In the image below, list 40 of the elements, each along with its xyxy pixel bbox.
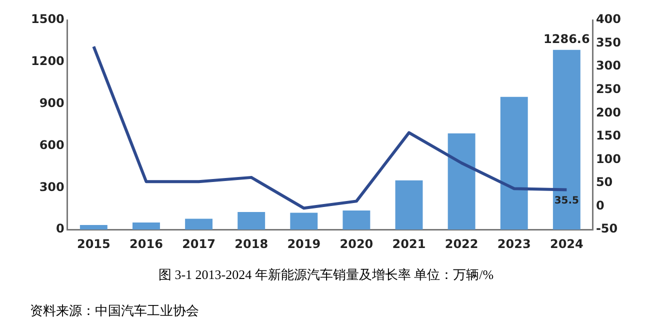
x-tick-label: 2022 [444, 236, 478, 251]
data-label: 1286.6 [544, 32, 590, 46]
y-tick-label: 300 [39, 180, 64, 194]
x-tick-label: 2019 [287, 236, 321, 251]
y2-tick-label: 50 [596, 175, 613, 190]
y2-tick-label: 400 [596, 12, 622, 26]
y2-tick-label: 350 [596, 35, 622, 50]
y2-tick-label: 250 [596, 82, 622, 96]
x-tick-label: 2023 [497, 236, 531, 251]
bar [342, 210, 370, 230]
bar [185, 218, 213, 230]
y2-tick-label: -50 [596, 222, 618, 236]
bar [238, 212, 266, 230]
y2-tick-label: 300 [596, 58, 622, 73]
y2-tick-label: 0 [596, 198, 604, 212]
x-tick-label: 2016 [130, 236, 163, 251]
bar [395, 180, 423, 230]
y-tick-label: 0 [56, 222, 64, 236]
y-tick-label: 600 [39, 138, 64, 152]
x-tick-label: 2015 [76, 236, 110, 251]
y2-tick-label: 100 [596, 152, 622, 166]
x-tick-label: 2024 [550, 236, 584, 251]
y-tick-label: 900 [39, 96, 64, 110]
x-tick-label: 2020 [340, 236, 374, 251]
y-tick-label: 1200 [30, 54, 64, 68]
bar [290, 212, 318, 230]
data-label: 35.5 [554, 195, 580, 206]
x-tick-label: 2021 [392, 236, 426, 251]
text: 图 3-1 2013-2024 年新能源汽车销量及增长率 单位：万辆/% [157, 266, 495, 284]
y2-tick-label: 150 [596, 128, 622, 143]
x-tick-label: 2017 [182, 236, 216, 251]
y-tick-label: 1500 [30, 12, 64, 26]
bar [132, 222, 160, 230]
bar [80, 224, 108, 230]
y2-tick-label: 200 [596, 105, 622, 120]
bar [448, 133, 476, 230]
text: 资料来源：中国汽车工业协会 [29, 302, 200, 320]
x-tick-label: 2018 [234, 236, 268, 251]
bar [552, 50, 580, 230]
bar [500, 96, 528, 230]
